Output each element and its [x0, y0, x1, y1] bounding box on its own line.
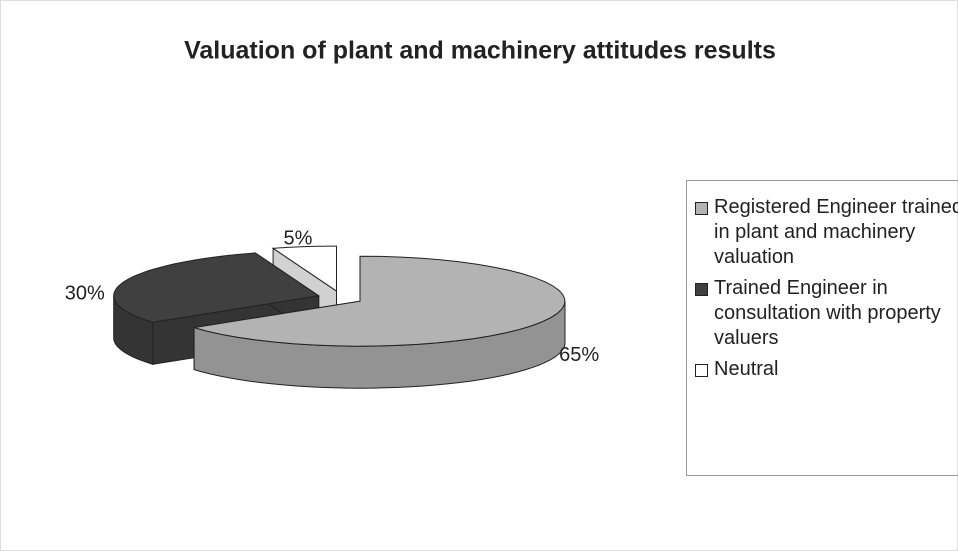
chart-title: Valuation of plant and machinery attitud… — [184, 37, 776, 65]
legend-item: Registered Engineer trained in plant and… — [695, 195, 958, 270]
legend-swatch — [695, 364, 708, 377]
legend-label: Trained Engineer in consultation with pr… — [714, 277, 941, 349]
legend: Registered Engineer trained in plant and… — [686, 180, 958, 476]
pie-slice — [113, 252, 321, 323]
legend-label: Neutral — [714, 358, 779, 380]
legend-label: Registered Engineer trained in plant and… — [714, 196, 958, 268]
pie-slice — [193, 255, 566, 347]
legend-item: Neutral — [695, 357, 958, 382]
legend-swatch — [695, 283, 708, 296]
data-label: 65% — [559, 344, 599, 366]
data-label: 30% — [65, 282, 105, 304]
legend-item: Trained Engineer in consultation with pr… — [695, 276, 958, 351]
pie-slice — [271, 245, 337, 293]
data-label: 5% — [284, 227, 313, 249]
legend-swatch — [695, 202, 708, 215]
